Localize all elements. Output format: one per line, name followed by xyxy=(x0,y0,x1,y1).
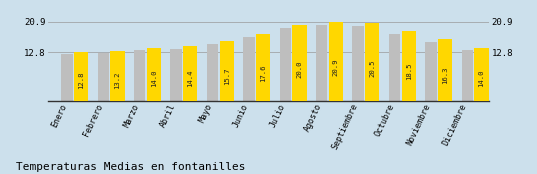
Text: 16.3: 16.3 xyxy=(442,66,448,84)
Text: 15.7: 15.7 xyxy=(224,67,230,85)
Bar xyxy=(474,48,489,101)
Bar xyxy=(61,54,72,101)
Bar xyxy=(280,28,291,101)
Bar xyxy=(389,34,400,101)
Text: 20.0: 20.0 xyxy=(296,60,302,78)
Bar xyxy=(256,34,270,101)
Bar xyxy=(98,53,109,101)
Bar xyxy=(74,52,88,101)
Bar xyxy=(316,25,328,101)
Text: 20.9: 20.9 xyxy=(333,59,339,76)
Text: 14.0: 14.0 xyxy=(478,70,484,87)
Text: 14.4: 14.4 xyxy=(187,69,193,87)
Bar xyxy=(438,39,452,101)
Bar xyxy=(183,46,198,101)
Text: 12.8: 12.8 xyxy=(78,72,84,89)
Bar xyxy=(402,31,416,101)
Bar xyxy=(352,26,364,101)
Bar xyxy=(365,23,380,101)
Text: 20.5: 20.5 xyxy=(369,60,375,77)
Bar xyxy=(243,37,255,101)
Bar xyxy=(329,22,343,101)
Bar xyxy=(462,50,473,101)
Bar xyxy=(207,44,218,101)
Bar xyxy=(134,50,146,101)
Bar xyxy=(147,48,161,101)
Bar xyxy=(170,49,182,101)
Bar xyxy=(425,42,437,101)
Bar xyxy=(111,51,125,101)
Bar xyxy=(293,25,307,101)
Text: 18.5: 18.5 xyxy=(405,63,412,80)
Text: Temperaturas Medias en fontanilles: Temperaturas Medias en fontanilles xyxy=(16,162,245,172)
Text: 17.6: 17.6 xyxy=(260,64,266,82)
Text: 13.2: 13.2 xyxy=(114,71,121,89)
Bar xyxy=(220,41,234,101)
Text: 14.0: 14.0 xyxy=(151,70,157,87)
